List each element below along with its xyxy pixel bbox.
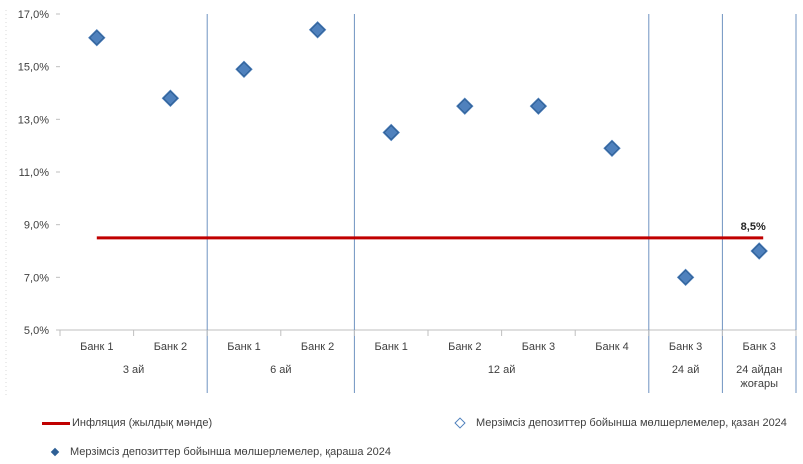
- marker-nov: [236, 61, 252, 78]
- x-group-label: жоғары: [740, 378, 778, 390]
- marker-nov: [309, 22, 326, 38]
- y-tick-label: 5,0%: [24, 325, 49, 337]
- x-category-label: Банк 2: [154, 341, 187, 353]
- legend-swatch-inflation: [42, 421, 70, 425]
- chart-plot: 5,0% 7,0% 9,0% 11,0% 13,0% 15,0% 17,0% Банк 1 Ба…: [5, 9, 797, 395]
- legend-label-nov: Мерзімсіз депозиттер бойынша мөлшерлемел…: [70, 446, 391, 458]
- y-tick-label: 11,0%: [19, 167, 50, 179]
- legend-item-oct: Мерзімсіз депозиттер бойынша мөлшерлемел…: [454, 417, 787, 429]
- legend-swatch-nov: [50, 447, 60, 457]
- x-group-label: 6 ай: [270, 364, 291, 376]
- x-category-label: Банк 1: [374, 341, 407, 353]
- marker-nov: [383, 124, 399, 141]
- y-tick-label: 7,0%: [24, 272, 49, 284]
- x-category-label: Банк 3: [669, 341, 702, 353]
- x-category-label: Банк 1: [80, 341, 113, 353]
- marker-nov: [604, 140, 620, 157]
- x-category-label: Банк 1: [227, 341, 260, 353]
- y-tick-label: 13,0%: [18, 114, 49, 126]
- marker-nov: [162, 90, 179, 106]
- y-tick-label: 15,0%: [18, 62, 49, 74]
- x-group-label: 24 айдан: [736, 364, 782, 376]
- legend-label-inflation: Инфляция (жылдық мәнде): [72, 417, 213, 429]
- legend-swatch-oct: [454, 417, 466, 429]
- legend-item-nov: Мерзімсіз депозиттер бойынша мөлшерлемел…: [50, 446, 391, 458]
- marker-nov: [677, 269, 694, 286]
- marker-nov: [89, 29, 105, 46]
- marker-nov: [530, 98, 547, 114]
- marker-nov: [457, 98, 473, 114]
- marker-nov: [751, 243, 767, 259]
- x-category-label: Банк 2: [301, 341, 334, 353]
- legend-item-inflation: Инфляция (жылдық мәнде): [42, 417, 212, 429]
- x-category-label: Банк 3: [742, 341, 775, 353]
- x-group-label: 12 ай: [488, 364, 516, 376]
- y-tick-label: 9,0%: [24, 220, 49, 232]
- x-group-label: 3 ай: [123, 364, 144, 376]
- x-category-label: Банк 2: [448, 341, 481, 353]
- y-tick-label: 17,0%: [18, 9, 49, 21]
- x-category-label: Банк 4: [595, 341, 628, 353]
- inflation-data-label: 8,5%: [741, 221, 766, 233]
- legend-label-oct: Мерзімсіз депозиттер бойынша мөлшерлемел…: [476, 417, 787, 429]
- x-group-label: 24 ай: [672, 364, 700, 376]
- x-category-label: Банк 3: [522, 341, 555, 353]
